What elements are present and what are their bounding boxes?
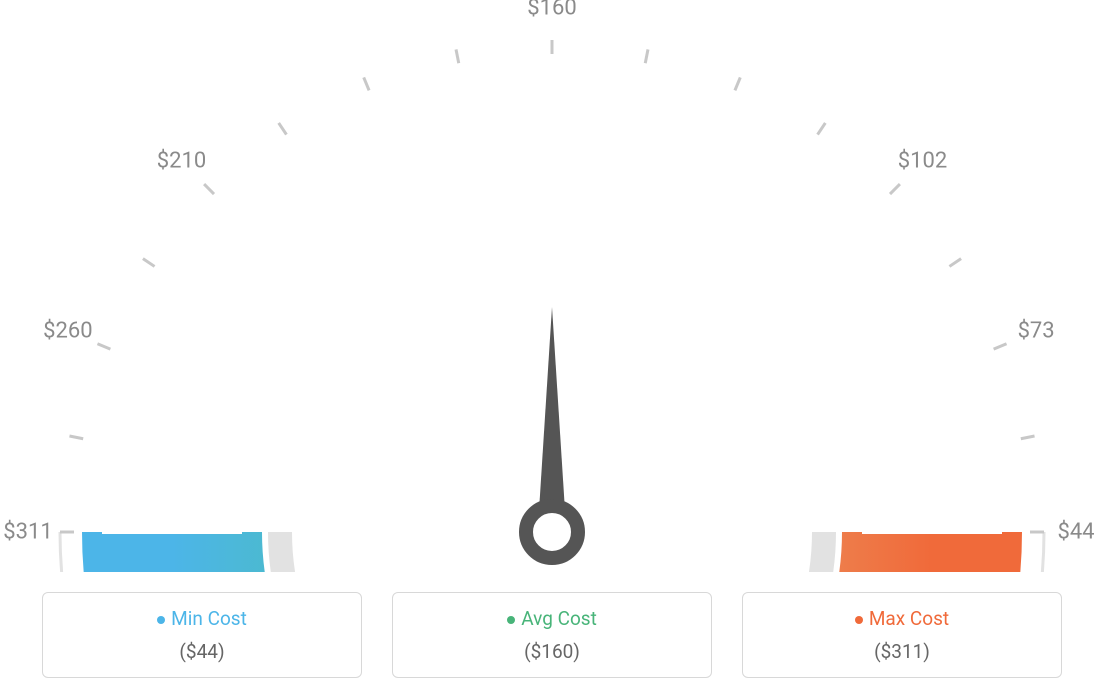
legend-label-text: Min Cost: [171, 607, 247, 630]
legend-label: Avg Cost: [393, 607, 711, 630]
gauge-tick-label: $311: [3, 520, 52, 545]
legend-dot-icon: [507, 616, 515, 624]
gauge-tick-label: $160: [527, 0, 576, 21]
gauge-tick-label: $102: [898, 149, 947, 174]
legend-label: Min Cost: [43, 607, 361, 630]
cost-gauge-chart: $44$73$102$160$210$260$311: [22, 12, 1082, 572]
legend-dot-icon: [157, 616, 165, 624]
legend-value: ($44): [43, 640, 361, 663]
legend-item: Avg Cost ($160): [392, 592, 712, 678]
gauge-tick-label: $73: [1018, 319, 1055, 344]
gauge-tick-label: $210: [157, 149, 206, 174]
gauge-tick-label: $44: [1057, 520, 1094, 545]
legend-label-text: Max Cost: [869, 607, 949, 630]
legend-label-text: Avg Cost: [521, 607, 597, 630]
legend-dot-icon: [855, 616, 863, 624]
legend-label: Max Cost: [743, 607, 1061, 630]
legend-item: Max Cost ($311): [742, 592, 1062, 678]
legend: Min Cost ($44) Avg Cost ($160) Max Cost ($311…: [42, 592, 1062, 678]
legend-value: ($311): [743, 640, 1061, 663]
legend-value: ($160): [393, 640, 711, 663]
gauge-svg: [22, 12, 1082, 572]
gauge-tick-label: $260: [43, 319, 92, 344]
legend-item: Min Cost ($44): [42, 592, 362, 678]
